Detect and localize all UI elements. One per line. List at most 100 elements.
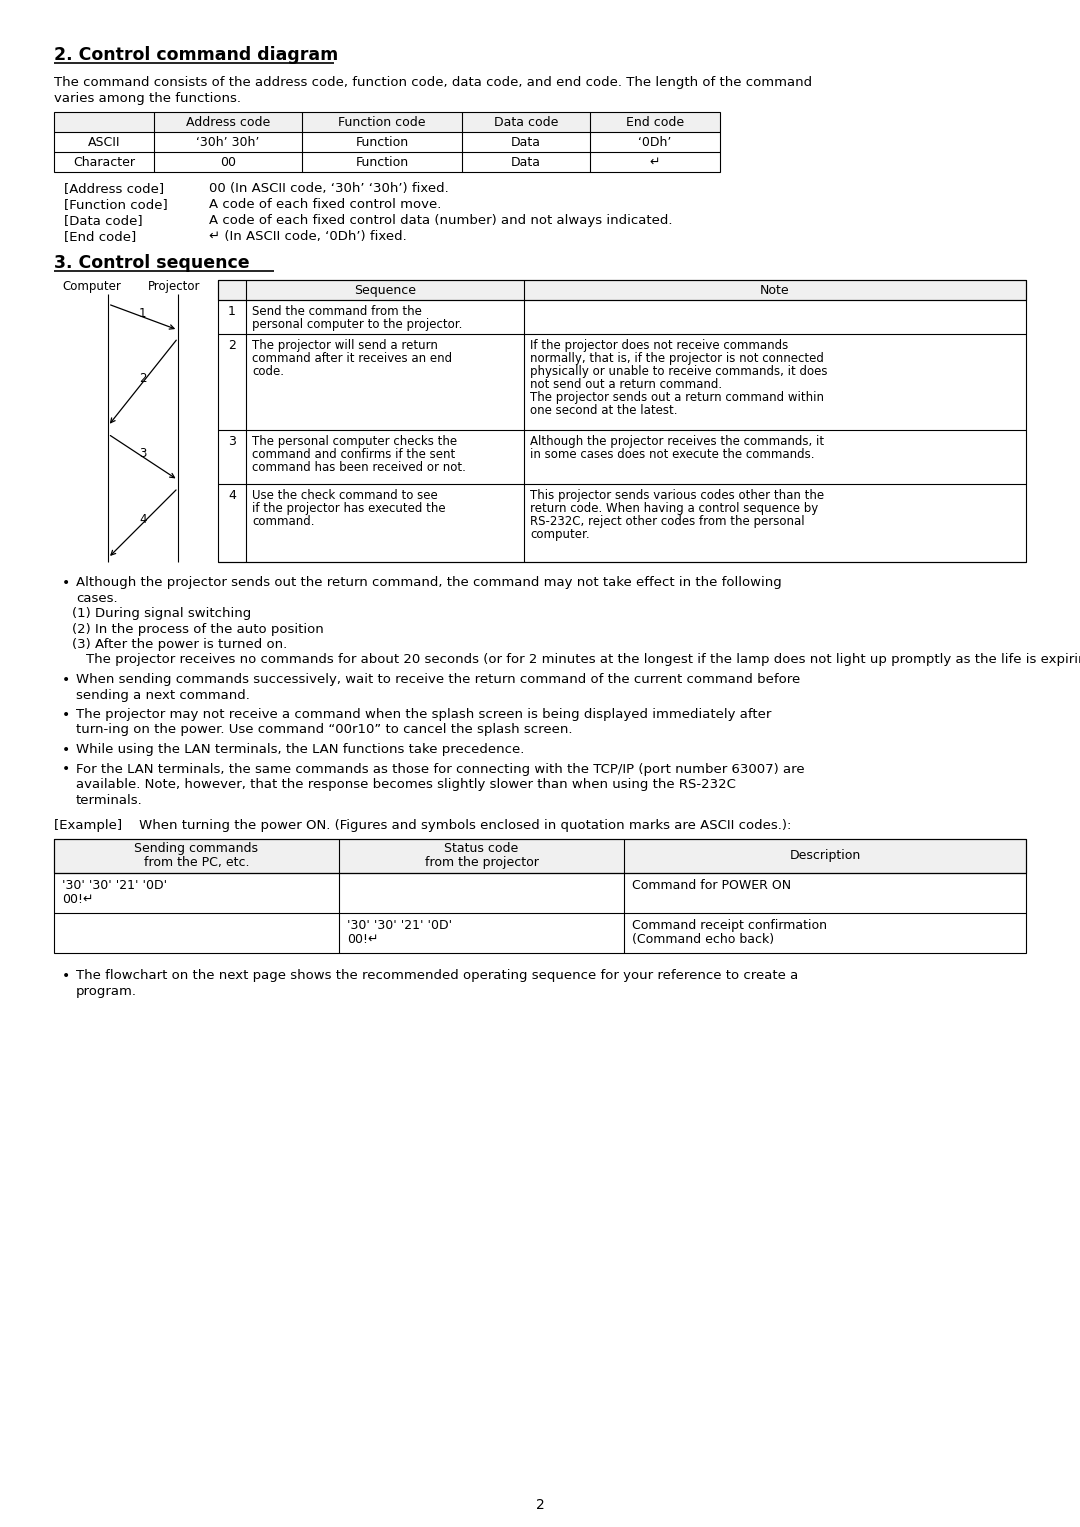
Text: cases.: cases. xyxy=(76,591,118,605)
Text: 4: 4 xyxy=(228,489,235,502)
Text: (3) After the power is turned on.: (3) After the power is turned on. xyxy=(72,638,287,651)
Text: ↵: ↵ xyxy=(650,156,660,169)
Text: '30' '30' '21' '0D': '30' '30' '21' '0D' xyxy=(62,880,167,892)
Text: For the LAN terminals, the same commands as those for connecting with the TCP/IP: For the LAN terminals, the same commands… xyxy=(76,762,805,776)
Text: 3. Control sequence: 3. Control sequence xyxy=(54,253,249,272)
Text: RS-232C, reject other codes from the personal: RS-232C, reject other codes from the per… xyxy=(530,515,805,528)
Text: Sending commands: Sending commands xyxy=(135,841,258,855)
Text: from the projector: from the projector xyxy=(424,857,539,869)
Text: return code. When having a control sequence by: return code. When having a control seque… xyxy=(530,502,819,515)
Bar xyxy=(54,111,720,173)
Text: This projector sends various codes other than the: This projector sends various codes other… xyxy=(530,489,824,502)
Text: 00: 00 xyxy=(220,156,237,169)
Text: Character: Character xyxy=(73,156,135,169)
Text: 1: 1 xyxy=(139,307,147,321)
Text: The personal computer checks the: The personal computer checks the xyxy=(252,435,457,447)
Text: 3: 3 xyxy=(228,435,235,447)
Text: 4: 4 xyxy=(139,513,147,525)
Text: Function: Function xyxy=(355,136,408,150)
Text: •: • xyxy=(62,673,70,687)
Text: turn-ing on the power. Use command “00r10” to cancel the splash screen.: turn-ing on the power. Use command “00r1… xyxy=(76,724,572,736)
Text: Note: Note xyxy=(760,284,789,296)
Text: ‘30h’ 30h’: ‘30h’ 30h’ xyxy=(197,136,259,150)
Text: one second at the latest.: one second at the latest. xyxy=(530,405,677,417)
Text: Computer: Computer xyxy=(62,279,121,293)
Text: [End code]: [End code] xyxy=(64,231,136,243)
Text: The projector may not receive a command when the splash screen is being displaye: The projector may not receive a command … xyxy=(76,709,771,721)
Text: 1: 1 xyxy=(228,305,235,318)
Text: 2: 2 xyxy=(139,373,147,385)
Text: code.: code. xyxy=(252,365,284,379)
Text: available. Note, however, that the response becomes slightly slower than when us: available. Note, however, that the respo… xyxy=(76,777,735,791)
Text: Although the projector receives the commands, it: Although the projector receives the comm… xyxy=(530,435,824,447)
Text: The projector receives no commands for about 20 seconds (or for 2 minutes at the: The projector receives no commands for a… xyxy=(86,654,1080,666)
Bar xyxy=(218,279,1026,299)
Text: normally, that is, if the projector is not connected: normally, that is, if the projector is n… xyxy=(530,353,824,365)
Text: 00!↵: 00!↵ xyxy=(62,893,94,906)
Text: •: • xyxy=(62,709,70,722)
Bar xyxy=(218,279,1026,299)
Text: Data: Data xyxy=(511,136,541,150)
Text: 3: 3 xyxy=(139,447,147,460)
Text: command after it receives an end: command after it receives an end xyxy=(252,353,453,365)
Bar xyxy=(54,111,720,131)
Text: Function code: Function code xyxy=(338,116,426,128)
Text: program.: program. xyxy=(76,985,137,997)
Text: command.: command. xyxy=(252,515,314,528)
Text: •: • xyxy=(62,762,70,777)
Text: •: • xyxy=(62,744,70,757)
Text: If the projector does not receive commands: If the projector does not receive comman… xyxy=(530,339,788,353)
Text: from the PC, etc.: from the PC, etc. xyxy=(144,857,249,869)
Bar xyxy=(54,838,1026,873)
Text: [Data code]: [Data code] xyxy=(64,214,143,228)
Text: (Command echo back): (Command echo back) xyxy=(632,933,774,947)
Text: Function: Function xyxy=(355,156,408,169)
Text: terminals.: terminals. xyxy=(76,794,143,806)
Text: End code: End code xyxy=(626,116,684,128)
Text: computer.: computer. xyxy=(530,528,590,541)
Text: 2: 2 xyxy=(228,339,235,353)
Text: 00!↵: 00!↵ xyxy=(347,933,378,947)
Text: Data code: Data code xyxy=(494,116,558,128)
Text: (2) In the process of the auto position: (2) In the process of the auto position xyxy=(72,623,324,635)
Text: 00 (In ASCII code, ‘30h’ ‘30h’) fixed.: 00 (In ASCII code, ‘30h’ ‘30h’) fixed. xyxy=(210,182,449,195)
Text: A code of each fixed control move.: A code of each fixed control move. xyxy=(210,199,442,211)
Text: personal computer to the projector.: personal computer to the projector. xyxy=(252,318,462,331)
Text: Address code: Address code xyxy=(186,116,270,128)
Text: Use the check command to see: Use the check command to see xyxy=(252,489,437,502)
Text: The flowchart on the next page shows the recommended operating sequence for your: The flowchart on the next page shows the… xyxy=(76,970,798,982)
Text: physically or unable to receive commands, it does: physically or unable to receive commands… xyxy=(530,365,827,379)
Text: When sending commands successively, wait to receive the return command of the cu: When sending commands successively, wait… xyxy=(76,673,800,686)
Text: Status code: Status code xyxy=(444,841,518,855)
Bar xyxy=(54,838,1026,873)
Text: Sequence: Sequence xyxy=(354,284,416,296)
Text: •: • xyxy=(62,576,70,589)
Text: ‘0Dh’: ‘0Dh’ xyxy=(638,136,672,150)
Text: The projector sends out a return command within: The projector sends out a return command… xyxy=(530,391,824,405)
Text: Projector: Projector xyxy=(148,279,201,293)
Text: '30' '30' '21' '0D': '30' '30' '21' '0D' xyxy=(347,919,453,931)
Text: [Address code]: [Address code] xyxy=(64,182,164,195)
Text: 2: 2 xyxy=(536,1498,544,1512)
Text: command and confirms if the sent: command and confirms if the sent xyxy=(252,447,456,461)
Text: ↵ (In ASCII code, ‘0Dh’) fixed.: ↵ (In ASCII code, ‘0Dh’) fixed. xyxy=(210,231,407,243)
Text: [Function code]: [Function code] xyxy=(64,199,167,211)
Text: 2. Control command diagram: 2. Control command diagram xyxy=(54,46,338,64)
Text: The projector will send a return: The projector will send a return xyxy=(252,339,437,353)
Text: (1) During signal switching: (1) During signal switching xyxy=(72,608,252,620)
Text: in some cases does not execute the commands.: in some cases does not execute the comma… xyxy=(530,447,814,461)
Text: Command receipt confirmation: Command receipt confirmation xyxy=(632,919,827,931)
Text: Data: Data xyxy=(511,156,541,169)
Text: •: • xyxy=(62,970,70,983)
Text: varies among the functions.: varies among the functions. xyxy=(54,92,241,105)
Text: Although the projector sends out the return command, the command may not take ef: Although the projector sends out the ret… xyxy=(76,576,782,589)
Text: not send out a return command.: not send out a return command. xyxy=(530,379,723,391)
Bar xyxy=(54,838,1026,953)
Text: if the projector has executed the: if the projector has executed the xyxy=(252,502,446,515)
Text: While using the LAN terminals, the LAN functions take precedence.: While using the LAN terminals, the LAN f… xyxy=(76,744,525,756)
Text: Send the command from the: Send the command from the xyxy=(252,305,422,318)
Text: Description: Description xyxy=(789,849,861,863)
Text: sending a next command.: sending a next command. xyxy=(76,689,249,701)
Text: The command consists of the address code, function code, data code, and end code: The command consists of the address code… xyxy=(54,76,812,89)
Bar xyxy=(218,279,1026,562)
